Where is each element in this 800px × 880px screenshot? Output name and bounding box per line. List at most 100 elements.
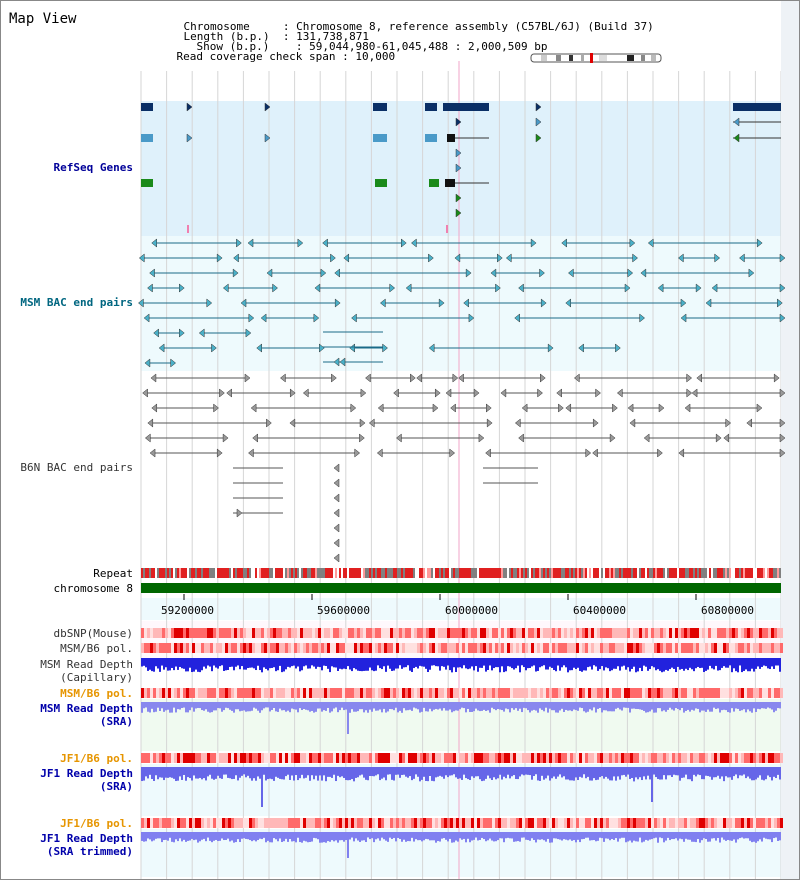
read-depth-bar (149, 767, 151, 775)
repeat-mark (521, 568, 523, 578)
polymorphism-mark (696, 643, 699, 653)
polymorphism-mark (267, 753, 270, 763)
read-depth-bar (485, 832, 487, 842)
polymorphism-mark (486, 753, 489, 763)
polymorphism-mark (318, 753, 321, 763)
read-depth-bar (201, 832, 203, 840)
polymorphism-mark (432, 818, 435, 828)
read-depth-bar (499, 658, 501, 673)
polymorphism-mark (243, 753, 246, 763)
bac-end (627, 268, 634, 278)
read-depth-bar (585, 702, 587, 713)
polymorphism-mark (498, 643, 501, 653)
polymorphism-mark (345, 753, 348, 763)
read-depth-bar (391, 702, 393, 710)
read-depth-bar (253, 658, 255, 669)
read-depth-bar (355, 832, 357, 839)
polymorphism-mark (489, 818, 492, 828)
read-depth-bar (589, 767, 591, 781)
polymorphism-mark (192, 628, 195, 638)
read-depth-bar (619, 767, 621, 780)
read-depth-bar (149, 832, 151, 840)
repeat-mark (753, 568, 755, 578)
polymorphism-mark (414, 643, 417, 653)
polymorphism-mark (327, 643, 330, 653)
gene-block (373, 134, 387, 142)
repeat-mark (599, 568, 601, 578)
bac-end (322, 238, 328, 248)
polymorphism-mark (345, 628, 348, 638)
bac-end (359, 418, 366, 428)
read-depth-bar (335, 832, 337, 841)
polymorphism-mark (396, 818, 399, 828)
bac-end (333, 478, 340, 488)
repeat-mark (423, 568, 425, 578)
read-depth-bar (231, 658, 233, 667)
read-depth-bar (341, 658, 343, 670)
repeat-mark (221, 568, 223, 578)
read-depth-bar (311, 832, 313, 842)
read-depth-bar (593, 767, 595, 779)
polymorphism-mark (525, 688, 528, 698)
read-depth-bar (633, 658, 635, 667)
repeat-mark (309, 568, 311, 578)
read-depth-bar (561, 702, 563, 709)
polymorphism-mark (498, 688, 501, 698)
polymorphism-mark (192, 643, 195, 653)
polymorphism-mark (447, 753, 450, 763)
read-depth-bar (721, 702, 723, 711)
polymorphism-mark (396, 753, 399, 763)
read-depth-bar (547, 767, 549, 776)
polymorphism-mark (228, 688, 231, 698)
polymorphism-mark (597, 753, 600, 763)
polymorphism-mark (366, 818, 369, 828)
read-depth-bar (409, 832, 411, 842)
read-depth-bar (469, 702, 471, 713)
polymorphism-mark (483, 818, 486, 828)
polymorphism-mark (444, 688, 447, 698)
bac-end (627, 403, 634, 413)
polymorphism-mark (675, 628, 678, 638)
read-depth-bar (509, 658, 511, 667)
read-depth-bar (613, 658, 615, 669)
polymorphism-mark (405, 688, 408, 698)
read-depth-bar (145, 658, 147, 668)
read-depth-bar (665, 702, 667, 712)
read-depth-bar (713, 832, 715, 839)
repeat-mark (493, 568, 495, 578)
read-depth-bar (733, 832, 735, 840)
read-depth-bar (385, 832, 387, 841)
read-depth-bar (535, 658, 537, 672)
polymorphism-mark (675, 643, 678, 653)
polymorphism-mark (237, 753, 240, 763)
read-depth-bar (165, 702, 167, 711)
bac-end (678, 448, 685, 458)
read-depth-bar (423, 832, 425, 841)
polymorphism-mark (150, 643, 153, 653)
bac-end (360, 388, 367, 398)
read-depth-bar (291, 658, 293, 667)
bac-end (233, 253, 239, 263)
read-depth-bar (153, 832, 155, 841)
read-depth-bar (361, 702, 363, 710)
read-depth-bar (645, 832, 647, 840)
polymorphism-mark (624, 818, 627, 828)
polymorphism-mark (600, 643, 603, 653)
repeat-mark (609, 568, 611, 578)
polymorphism-mark (582, 818, 585, 828)
read-depth-bar (749, 658, 751, 672)
bac-end (349, 343, 355, 353)
read-depth-bar (741, 832, 743, 838)
repeat-mark (175, 568, 177, 578)
repeat-mark (775, 568, 777, 578)
read-depth-bar (773, 767, 775, 777)
read-depth-bar (495, 702, 497, 711)
polymorphism-mark (705, 818, 708, 828)
read-depth-bar (671, 658, 673, 668)
read-depth-bar (267, 702, 269, 708)
read-depth-bar (727, 767, 729, 778)
read-depth-bar (481, 658, 483, 668)
polymorphism-mark (198, 628, 201, 638)
polymorphism-mark (504, 688, 507, 698)
